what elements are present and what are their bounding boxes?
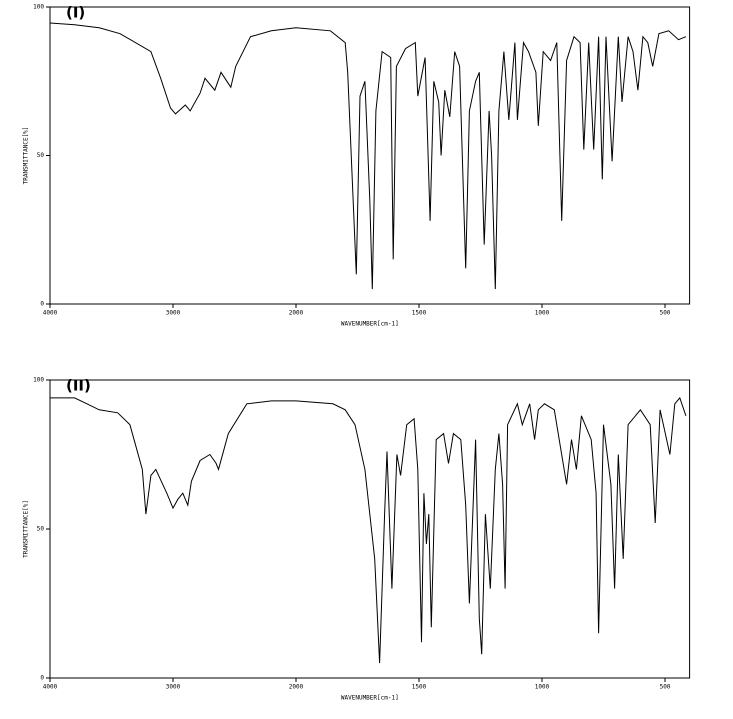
spectrum-line [49, 22, 687, 290]
x-tick-label: 500 [660, 310, 671, 317]
x-tick-label: 2000 [289, 684, 304, 691]
x-tick-label: 1000 [535, 310, 550, 317]
chart: (II) 0 50 100 4000 3000 2000 1500 1000 500 WAVENUM… [23, 377, 691, 702]
y-tick-label: 0 [40, 301, 44, 308]
y-tick-label: 100 [33, 377, 44, 384]
plot-frame [49, 6, 691, 305]
y-tick-label: 0 [40, 675, 44, 682]
y-tick-label: 50 [37, 526, 45, 533]
x-tick-label: 4000 [43, 310, 58, 317]
y-axis-label: TRANSMITTANCE[%] [23, 500, 30, 558]
chart: (I) 0 50 100 4000 3000 2000 1500 1000 500 WAVENUMB… [23, 4, 691, 328]
y-axis-label: TRANSMITTANCE[%] [23, 127, 30, 185]
x-tick-label: 1500 [412, 310, 427, 317]
x-tick-label: 500 [660, 684, 671, 691]
x-axis-label: WAVENUMBER[cm-1] [341, 695, 399, 702]
spectrum-line [50, 396, 687, 664]
chart-title: (I) [66, 4, 85, 22]
plot-frame [49, 379, 691, 679]
x-tick-label: 3000 [166, 684, 181, 691]
x-tick-label: 1500 [412, 684, 427, 691]
y-tick-label: 100 [33, 4, 44, 11]
x-tick-label: 1000 [535, 684, 550, 691]
x-axis-label: WAVENUMBER[cm-1] [341, 321, 399, 328]
x-tick-label: 4000 [43, 684, 58, 691]
x-tick-label: 3000 [166, 310, 181, 317]
y-tick-label: 50 [37, 152, 45, 159]
chart-title: (II) [66, 377, 91, 395]
x-tick-label: 2000 [289, 310, 304, 317]
